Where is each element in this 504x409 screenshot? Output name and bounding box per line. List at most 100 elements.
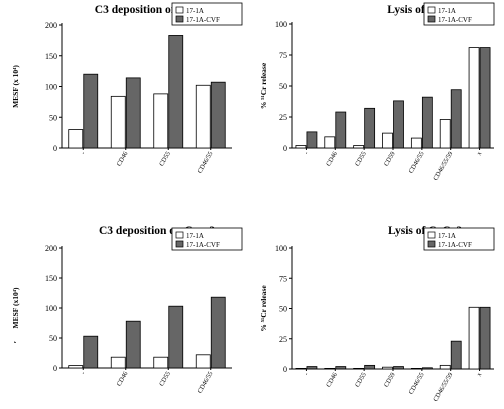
legend-swatch	[427, 15, 436, 23]
legend-box	[171, 227, 243, 251]
y-axis-label: % ⁵¹Cr release	[259, 285, 268, 332]
x-category-label: CD59	[383, 372, 397, 389]
legend-swatch	[175, 6, 184, 14]
y-axis-label: MESF (x 10⁴)	[11, 65, 20, 108]
y-tick-label: 0	[53, 144, 57, 153]
bar-17-1a	[439, 119, 451, 149]
y-tick-label: 100	[45, 304, 57, 313]
bar-17-1a	[68, 365, 84, 369]
x-category-label: CD59	[383, 151, 397, 168]
bar-17-1a	[410, 137, 422, 149]
legend-swatch	[427, 240, 436, 248]
bar-17-1a-cvf	[421, 367, 433, 370]
x-category-label: CD46/55	[196, 371, 214, 395]
x-category-label: CD46/55	[408, 372, 426, 396]
bar-17-1a	[110, 95, 126, 149]
legend-box	[423, 227, 495, 251]
bar-17-1a-cvf	[450, 340, 462, 370]
bar-17-1a-cvf	[335, 111, 347, 149]
x-category-label: -	[303, 372, 310, 377]
x-category-label: CD46/55/59	[432, 372, 454, 403]
bar-17-1a-cvf	[364, 107, 376, 149]
x-category-label: CD46	[325, 371, 339, 389]
bar-17-1a	[324, 136, 336, 149]
legend-label: 17-1A-CVF	[186, 241, 220, 249]
y-tick-label: 100	[45, 83, 57, 92]
x-category-label: CD55	[158, 371, 172, 388]
y-tick-label: 50	[49, 334, 57, 343]
legend-label: 17-1A	[438, 232, 456, 240]
legend-swatch	[175, 15, 184, 23]
bar-17-1a-cvf	[125, 320, 141, 369]
bar-17-1a-cvf	[393, 100, 404, 149]
y-axis-label: % ⁵¹Cr release	[259, 62, 268, 109]
bar-17-1a	[353, 145, 365, 149]
bar-17-1a	[68, 129, 84, 149]
legend-label: 17-1A-CVF	[438, 241, 472, 249]
x-category-label: CD55	[354, 151, 368, 168]
x-category-label: CD46/55	[408, 151, 426, 175]
bar-17-1a-cvf	[479, 306, 491, 370]
bar-17-1a-cvf	[335, 366, 347, 370]
legend-label: 17-1A-CVF	[186, 16, 220, 24]
y-tick-label: 25	[279, 335, 287, 344]
y-tick-label: 100	[275, 244, 287, 253]
x-category-label: CD46/55	[196, 151, 214, 175]
legend-label: 17-1A	[438, 7, 456, 15]
bar-17-1a	[439, 364, 451, 370]
y-tick-label: 150	[45, 274, 57, 283]
y-tick-label: 75	[279, 274, 287, 283]
bar-17-1a	[382, 366, 393, 370]
legend-label: 17-1A	[186, 232, 204, 240]
bar-17-1a-cvf	[168, 305, 184, 369]
chart-lysis-caco2: Lysis of CaCo2% ⁵¹Cr release0255075100-C…	[259, 225, 495, 403]
legend-label: 17-1A-CVF	[438, 16, 472, 24]
y-tick-label: 200	[45, 244, 57, 253]
x-category-label: CD46	[116, 150, 130, 168]
bar-17-1a	[153, 93, 169, 149]
x-category-label: -	[80, 371, 87, 376]
bar-17-1a-cvf	[125, 77, 141, 149]
bar-17-1a-cvf	[83, 73, 99, 149]
bar-17-1a	[195, 354, 211, 369]
y-tick-label: 200	[45, 21, 57, 30]
legend-swatch	[427, 231, 436, 239]
bar-17-1a	[468, 47, 480, 149]
y-tick-label: 50	[279, 305, 287, 314]
bar-17-1a	[153, 356, 169, 369]
chart-lysis-sw837: Lysis of SW837% ⁵¹Cr release0255075100-C…	[259, 2, 495, 182]
bar-17-1a	[295, 367, 307, 370]
legend-box	[423, 2, 495, 26]
bar-17-1a	[353, 367, 365, 370]
bar-17-1a-cvf	[210, 296, 226, 369]
bar-17-1a-cvf	[479, 47, 491, 149]
y-tick-label: 150	[45, 52, 57, 61]
y-tick-label: 50	[279, 82, 287, 91]
x-category-label: x	[476, 371, 484, 378]
x-category-label: x	[476, 150, 484, 157]
y-tick-label: 50	[49, 113, 57, 122]
x-category-label: -	[80, 151, 87, 156]
legend-box	[171, 2, 243, 26]
bar-17-1a	[410, 367, 422, 370]
bar-17-1a-cvf	[306, 366, 318, 370]
legend-swatch	[175, 240, 184, 248]
x-category-label: CD46	[116, 370, 130, 388]
y-tick-label: 0	[283, 365, 287, 374]
y-tick-label: 0	[283, 144, 287, 153]
bar-17-1a	[110, 356, 126, 369]
bar-17-1a-cvf	[210, 81, 226, 149]
bar-17-1a	[295, 145, 307, 149]
bar-17-1a-cvf	[421, 96, 433, 149]
bar-17-1a-cvf	[450, 89, 462, 149]
bar-17-1a-cvf	[364, 364, 376, 370]
legend-swatch	[427, 6, 436, 14]
y-tick-label: 75	[279, 51, 287, 60]
x-category-label: CD46	[325, 150, 339, 168]
x-category-label: CD46/55/59	[432, 151, 454, 182]
x-category-label: CD55	[354, 372, 368, 389]
bar-17-1a-cvf	[306, 131, 318, 149]
